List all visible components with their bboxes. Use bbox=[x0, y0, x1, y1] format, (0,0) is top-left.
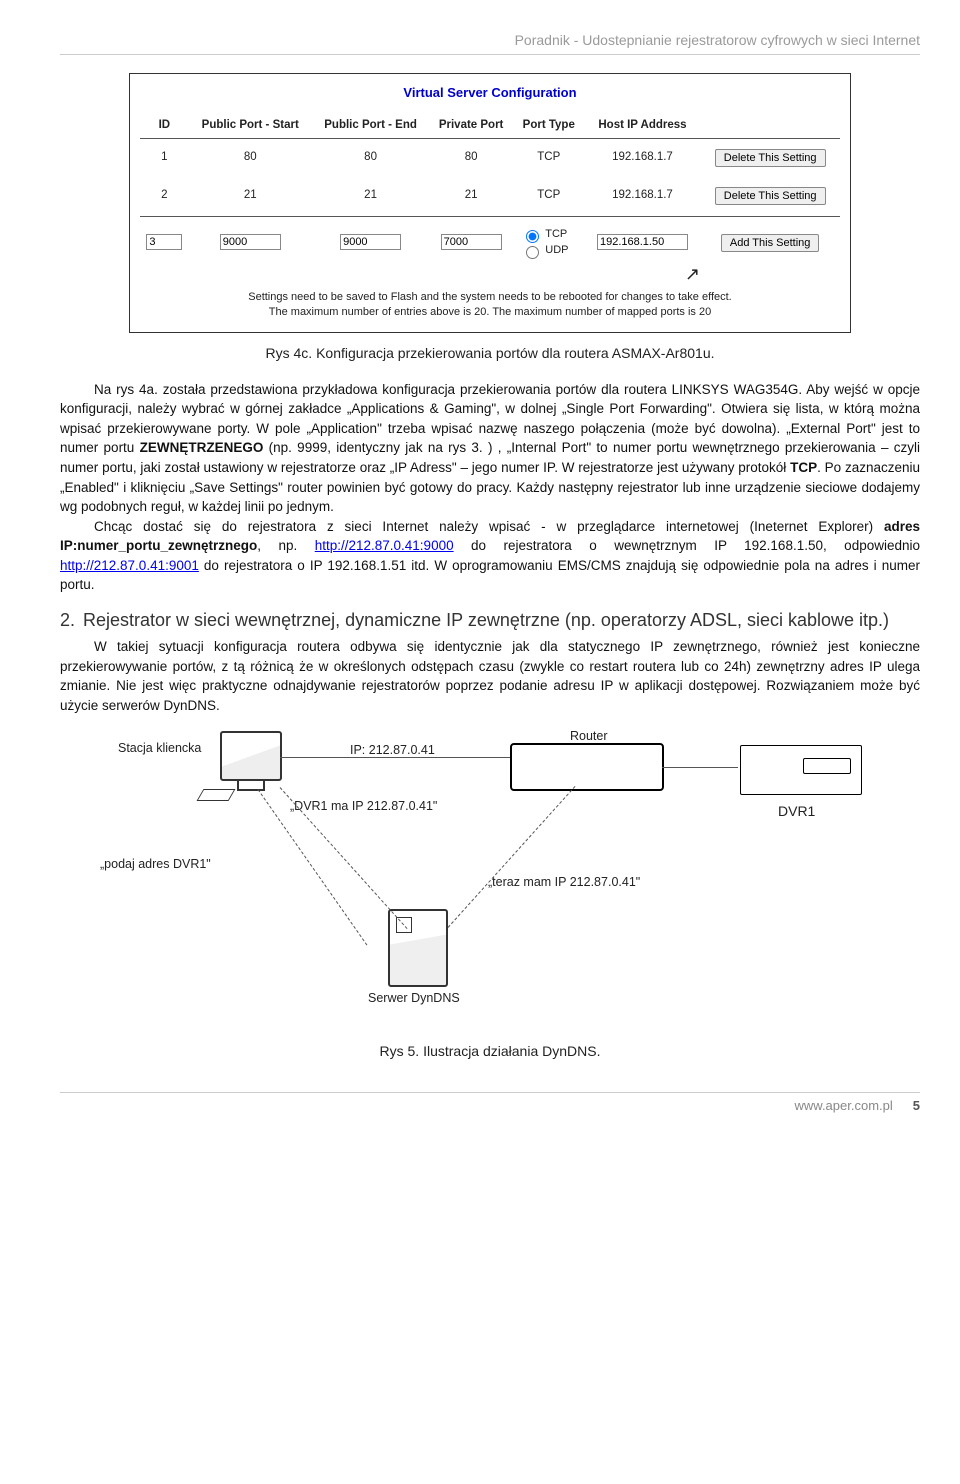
cell-pend: 21 bbox=[312, 177, 430, 215]
cell-pport: 80 bbox=[429, 138, 512, 177]
p1-b1: ZEWNĘTRZENEGO bbox=[140, 440, 264, 455]
cell-pend: 80 bbox=[312, 138, 430, 177]
col-ptype: Port Type bbox=[513, 113, 585, 138]
col-action bbox=[700, 113, 840, 138]
p2-t4: , np. bbox=[257, 538, 314, 553]
col-id: ID bbox=[140, 113, 189, 138]
link-9001[interactable]: http://212.87.0.41:9001 bbox=[60, 558, 199, 573]
add-id-input[interactable] bbox=[146, 234, 182, 250]
vsc-header-row: ID Public Port - Start Public Port - End… bbox=[140, 113, 840, 138]
footer-url: www.aper.com.pl bbox=[795, 1097, 893, 1116]
radio-tcp[interactable] bbox=[526, 230, 539, 243]
delete-button[interactable]: Delete This Setting bbox=[715, 187, 826, 205]
cell-ptype: TCP bbox=[513, 177, 585, 215]
cell-pstart: 21 bbox=[189, 177, 312, 215]
cell-pport: 21 bbox=[429, 177, 512, 215]
cell-host: 192.168.1.7 bbox=[585, 177, 701, 215]
radio-udp-label: UDP bbox=[545, 243, 568, 259]
vsc-table: ID Public Port - Start Public Port - End… bbox=[140, 113, 840, 269]
label-give-addr: „podaj adres DVR1" bbox=[100, 855, 211, 873]
col-pend: Public Port - End bbox=[312, 113, 430, 138]
cell-id: 1 bbox=[140, 138, 189, 177]
col-pport: Private Port bbox=[429, 113, 512, 138]
figure-5-caption: Rys 5. Ilustracja działania DynDNS. bbox=[60, 1041, 920, 1061]
footer-page-num: 5 bbox=[913, 1097, 920, 1116]
figure-4c-caption: Rys 4c. Konfiguracja przekierowania port… bbox=[60, 343, 920, 363]
paragraph-main: Na rys 4a. została przedstawiona przykła… bbox=[60, 380, 920, 595]
section-num: 2. bbox=[60, 607, 75, 633]
col-host: Host IP Address bbox=[585, 113, 701, 138]
cell-host: 192.168.1.7 bbox=[585, 138, 701, 177]
section-2-body: W takiej sytuacji konfiguracja routera o… bbox=[60, 637, 920, 715]
radio-udp[interactable] bbox=[526, 246, 539, 259]
add-host-input[interactable] bbox=[597, 234, 688, 250]
cell-pstart: 80 bbox=[189, 138, 312, 177]
p1-lead: Na rys 4a. bbox=[94, 382, 158, 397]
page-header: Poradnik - Udostepnianie rejestratorow c… bbox=[60, 30, 920, 55]
link-9000[interactable]: http://212.87.0.41:9000 bbox=[315, 538, 454, 553]
arrow-annotation: ↗ bbox=[140, 269, 840, 280]
p2-t5: do rejestratora o wewnętrznym IP 192.168… bbox=[454, 538, 920, 553]
client-keyboard-icon bbox=[197, 789, 236, 801]
label-dvr1: DVR1 bbox=[778, 801, 815, 821]
router-icon bbox=[510, 743, 664, 791]
p2-lead: Chcąc dostać się do rejestratora z sieci… bbox=[94, 519, 884, 534]
label-client: Stacja kliencka bbox=[118, 739, 201, 757]
label-dvr-ip: „DVR1 ma IP 212.87.0.41" bbox=[290, 797, 437, 815]
s2-body: W takiej sytuacji konfiguracja routera o… bbox=[60, 639, 920, 713]
router-config-screenshot: Virtual Server Configuration ID Public P… bbox=[129, 73, 851, 333]
footnote-line1: Settings need to be saved to Flash and t… bbox=[248, 291, 732, 303]
label-now-ip: „teraz mam IP 212.87.0.41" bbox=[488, 873, 640, 891]
add-setting-button[interactable]: Add This Setting bbox=[721, 234, 820, 252]
server-icon bbox=[388, 909, 448, 987]
dvr-icon bbox=[740, 745, 860, 793]
add-row: TCP UDP Add This Setting bbox=[140, 216, 840, 269]
col-pstart: Public Port - Start bbox=[189, 113, 312, 138]
cell-id: 2 bbox=[140, 177, 189, 215]
add-pstart-input[interactable] bbox=[220, 234, 281, 250]
table-row: 2 21 21 21 TCP 192.168.1.7 Delete This S… bbox=[140, 177, 840, 215]
vsc-title: Virtual Server Configuration bbox=[140, 84, 840, 103]
vsc-footnote: Settings need to be saved to Flash and t… bbox=[140, 290, 840, 321]
client-monitor-icon bbox=[220, 731, 282, 781]
table-row: 1 80 80 80 TCP 192.168.1.7 Delete This S… bbox=[140, 138, 840, 177]
line-server-router bbox=[448, 786, 576, 928]
label-server: Serwer DynDNS bbox=[368, 989, 460, 1007]
radio-tcp-label: TCP bbox=[545, 227, 567, 243]
port-type-radio-group: TCP UDP bbox=[521, 227, 576, 259]
section-2-heading: 2. Rejestrator w sieci wewnętrznej, dyna… bbox=[60, 607, 920, 633]
p1-b2: TCP bbox=[790, 460, 817, 475]
footnote-line2: The maximum number of entries above is 2… bbox=[269, 306, 711, 318]
line-client-router bbox=[280, 757, 510, 758]
line-router-dvr bbox=[662, 767, 738, 768]
delete-button[interactable]: Delete This Setting bbox=[715, 149, 826, 167]
add-pport-input[interactable] bbox=[441, 234, 502, 250]
cell-ptype: TCP bbox=[513, 138, 585, 177]
add-pend-input[interactable] bbox=[340, 234, 401, 250]
dyndns-diagram: Stacja kliencka IP: 212.87.0.41 Router D… bbox=[100, 727, 880, 1037]
section-title: Rejestrator w sieci wewnętrznej, dynamic… bbox=[83, 607, 920, 633]
page-footer: www.aper.com.pl 5 bbox=[60, 1092, 920, 1116]
